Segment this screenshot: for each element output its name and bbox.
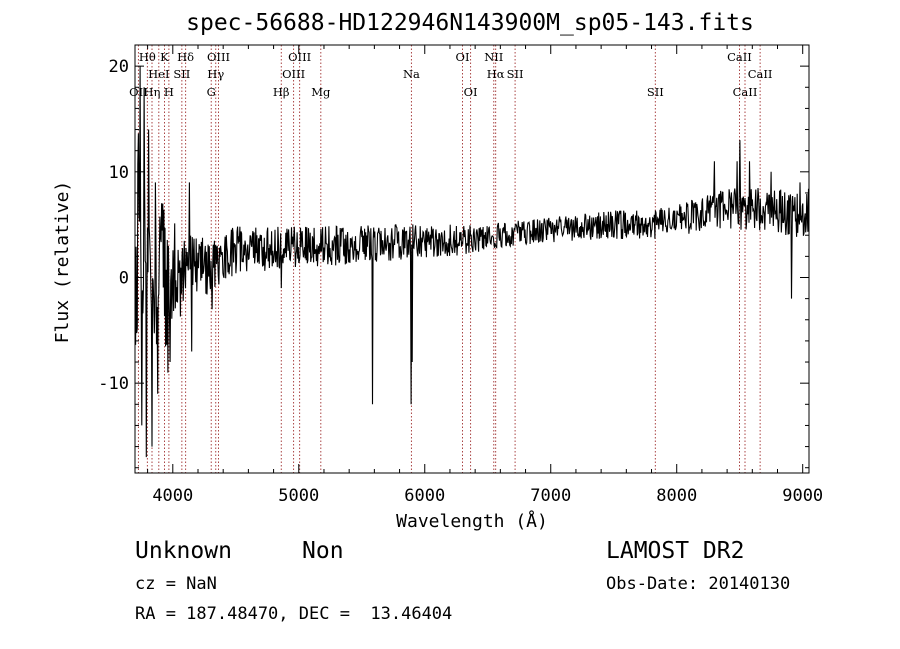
- object-class: Unknown: [135, 538, 232, 564]
- line-marker-label: Na: [403, 67, 420, 81]
- object-subclass: Non: [302, 538, 344, 564]
- line-marker-label: SII: [647, 85, 664, 99]
- line-marker-label: K: [160, 50, 169, 64]
- x-tick-label: 6000: [404, 486, 445, 506]
- line-marker-label: Hθ: [139, 50, 156, 64]
- x-tick-label: 8000: [656, 486, 697, 506]
- line-marker-label: CaII: [727, 50, 752, 64]
- line-marker-label: G: [207, 85, 216, 99]
- coordinates: RA = 187.48470, DEC = 13.46404: [135, 604, 453, 624]
- line-marker-label: Hγ: [207, 67, 224, 81]
- survey-name: LAMOST DR2: [606, 538, 745, 564]
- y-axis-label: Flux (relative): [52, 181, 73, 344]
- x-tick-label: 9000: [782, 486, 823, 506]
- line-marker-label: CaII: [748, 67, 773, 81]
- line-marker-label: Hβ: [273, 85, 290, 99]
- chart-title: spec-56688-HD122946N143900M_sp05-143.fit…: [186, 10, 754, 36]
- obs-date: Obs-Date: 20140130: [606, 574, 791, 594]
- line-marker-label: CaII: [733, 85, 758, 99]
- line-marker-label: OIII: [207, 50, 230, 64]
- y-tick-label: -10: [98, 374, 129, 394]
- line-marker-label: SII: [173, 67, 190, 81]
- y-tick-label: 0: [119, 268, 129, 288]
- flux-line: [134, 66, 810, 458]
- redshift-label: cz = NaN: [135, 574, 217, 594]
- line-marker-label: OIII: [282, 67, 305, 81]
- axis-ticks: 4000 5000 6000 7000 8000 9000 -10 0 10 20: [98, 44, 823, 506]
- line-marker-label: HeI: [148, 67, 169, 81]
- x-axis-label: Wavelength (Å): [396, 510, 548, 532]
- x-tick-label: 7000: [530, 486, 571, 506]
- line-marker-label: Hη: [144, 85, 161, 99]
- y-tick-label: 20: [109, 57, 129, 77]
- line-marker-label: NII: [484, 50, 503, 64]
- line-marker-label: OI: [464, 85, 478, 99]
- x-tick-label: 5000: [278, 486, 319, 506]
- line-marker-label: SII: [507, 67, 524, 81]
- line-marker-label: OII: [129, 85, 148, 99]
- line-marker-label: Hδ: [177, 50, 194, 64]
- line-marker-label: OI: [456, 50, 470, 64]
- x-tick-label: 4000: [152, 486, 193, 506]
- line-marker-label: H: [164, 85, 174, 99]
- plot-frame: [134, 44, 810, 474]
- line-marker-label: Hα: [487, 67, 505, 81]
- line-marker-label: Mg: [311, 85, 331, 99]
- line-marker-label: OIII: [288, 50, 311, 64]
- line-marker-labels: OII Hθ Hη HeI K H SII Hδ G Hγ OIII Hβ OIII OIII Mg Na OI…: [129, 50, 772, 99]
- y-tick-label: 10: [109, 163, 129, 183]
